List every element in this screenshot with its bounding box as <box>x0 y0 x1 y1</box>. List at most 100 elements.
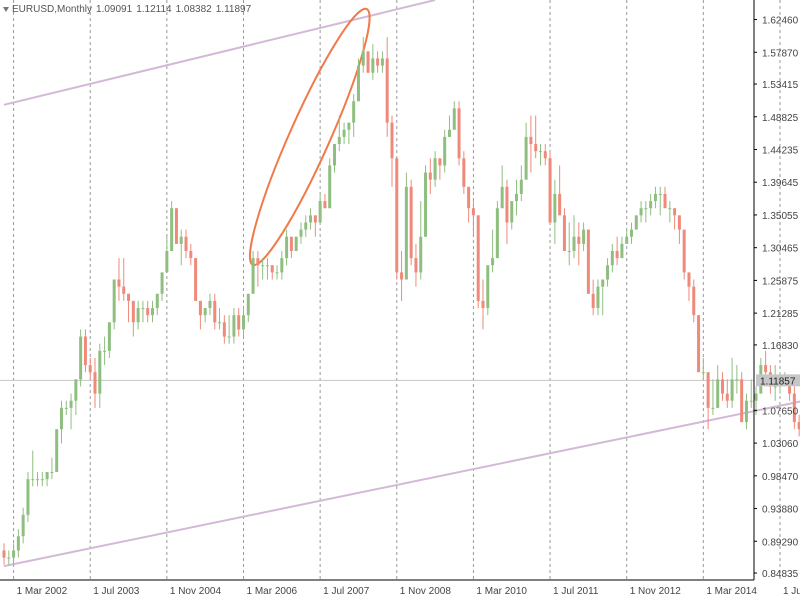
candle[interactable] <box>213 294 216 330</box>
candle[interactable] <box>414 244 417 287</box>
candle[interactable] <box>285 230 288 266</box>
candle[interactable] <box>716 365 719 408</box>
candle[interactable] <box>70 394 73 430</box>
candle[interactable] <box>563 208 566 251</box>
candle[interactable] <box>692 280 695 323</box>
candle[interactable] <box>616 237 619 266</box>
candle[interactable] <box>496 201 499 258</box>
candle[interactable] <box>180 230 183 266</box>
candle[interactable] <box>525 123 528 180</box>
candle[interactable] <box>12 543 15 564</box>
candle[interactable] <box>611 244 614 273</box>
candle[interactable] <box>640 201 643 222</box>
candle[interactable] <box>596 280 599 316</box>
candle[interactable] <box>208 294 211 315</box>
candle[interactable] <box>721 372 724 401</box>
candle[interactable] <box>367 51 370 72</box>
candle[interactable] <box>185 230 188 259</box>
candle[interactable] <box>731 358 734 408</box>
candle[interactable] <box>735 365 738 394</box>
candle[interactable] <box>55 429 58 472</box>
candle[interactable] <box>256 251 259 287</box>
candle[interactable] <box>132 301 135 337</box>
candle[interactable] <box>486 265 489 315</box>
candle[interactable] <box>194 258 197 301</box>
candle[interactable] <box>376 51 379 72</box>
candle[interactable] <box>108 322 111 358</box>
candle[interactable] <box>323 194 326 208</box>
candle[interactable] <box>606 258 609 287</box>
candle[interactable] <box>218 308 221 329</box>
candle[interactable] <box>529 116 532 173</box>
candle[interactable] <box>237 308 240 337</box>
dropdown-triangle-icon[interactable] <box>3 7 9 12</box>
candle[interactable] <box>352 94 355 137</box>
candle[interactable] <box>467 187 470 223</box>
candle[interactable] <box>127 294 130 323</box>
candle[interactable] <box>156 294 159 315</box>
candle[interactable] <box>103 337 106 366</box>
candle[interactable] <box>295 237 298 251</box>
candle[interactable] <box>390 116 393 187</box>
candle[interactable] <box>405 173 408 280</box>
candle[interactable] <box>668 201 671 222</box>
candle[interactable] <box>247 294 250 323</box>
candle[interactable] <box>395 158 398 279</box>
candle[interactable] <box>443 130 446 173</box>
candle[interactable] <box>625 230 628 244</box>
candle[interactable] <box>424 165 427 236</box>
candle[interactable] <box>534 116 537 159</box>
candle[interactable] <box>65 401 68 415</box>
candle[interactable] <box>711 379 714 415</box>
candle[interactable] <box>673 208 676 229</box>
candle[interactable] <box>17 529 20 558</box>
candle[interactable] <box>702 358 705 379</box>
candle[interactable] <box>453 101 456 130</box>
candle[interactable] <box>36 472 39 486</box>
candle[interactable] <box>448 116 451 137</box>
trendline[interactable] <box>4 388 800 566</box>
candle[interactable] <box>438 158 441 179</box>
candle[interactable] <box>122 258 125 301</box>
candle[interactable] <box>304 215 307 236</box>
candle[interactable] <box>501 165 504 208</box>
candle[interactable] <box>429 158 432 194</box>
candle[interactable] <box>141 301 144 322</box>
candle[interactable] <box>472 201 475 237</box>
candle[interactable] <box>266 258 269 279</box>
candle[interactable] <box>740 372 743 422</box>
candle[interactable] <box>462 151 465 194</box>
candle[interactable] <box>46 472 49 486</box>
candle[interactable] <box>745 394 748 430</box>
candle[interactable] <box>79 329 82 386</box>
candle[interactable] <box>22 508 25 544</box>
candle[interactable] <box>26 472 29 522</box>
candle[interactable] <box>505 180 508 244</box>
candle[interactable] <box>635 215 638 229</box>
candle[interactable] <box>544 144 547 165</box>
candle[interactable] <box>410 180 413 266</box>
candle[interactable] <box>482 280 485 330</box>
candle[interactable] <box>41 472 44 486</box>
candle[interactable] <box>419 201 422 279</box>
candle[interactable] <box>89 358 92 379</box>
candle[interactable] <box>347 123 350 144</box>
candle[interactable] <box>98 344 101 408</box>
candle[interactable] <box>458 101 461 165</box>
candle[interactable] <box>146 301 149 322</box>
candle[interactable] <box>654 187 657 208</box>
candle[interactable] <box>592 280 595 316</box>
candle[interactable] <box>573 215 576 258</box>
candle[interactable] <box>242 308 245 337</box>
candle[interactable] <box>549 151 552 222</box>
candle[interactable] <box>659 187 662 216</box>
highlight-ellipse[interactable] <box>235 1 385 273</box>
candle[interactable] <box>664 187 667 208</box>
candle[interactable] <box>280 251 283 280</box>
candle[interactable] <box>644 201 647 222</box>
candle[interactable] <box>170 201 173 251</box>
candle[interactable] <box>553 180 556 244</box>
candle[interactable] <box>299 222 302 243</box>
candle[interactable] <box>582 222 585 251</box>
candle[interactable] <box>510 201 513 230</box>
